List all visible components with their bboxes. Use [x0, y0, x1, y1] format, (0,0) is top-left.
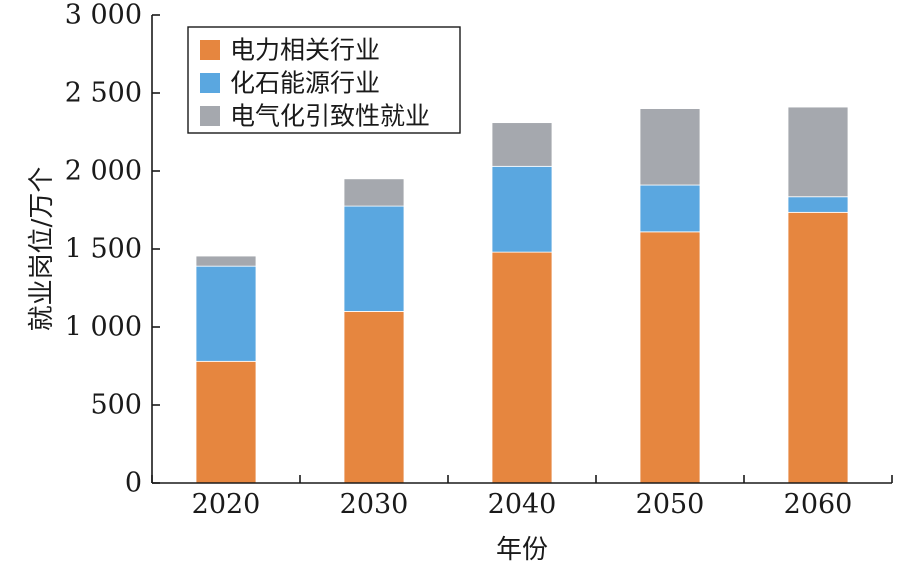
y-tick-label: 2 500 — [65, 78, 142, 109]
y-tick-label: 1 000 — [65, 312, 142, 343]
bar-segment-2020-series-0 — [195, 360, 257, 484]
bar-segment-2040-series-0 — [491, 251, 553, 484]
x-tick-label: 2060 — [784, 489, 853, 520]
bar-segment-2060-series-2 — [787, 106, 849, 198]
x-ticks: 2020 2030 2040 2050 2060 — [151, 475, 893, 520]
bar-segment-2060-series-1 — [787, 196, 849, 213]
bar-segment-2020-series-1 — [195, 265, 257, 362]
bar-segment-2050-series-1 — [639, 184, 701, 233]
legend-swatch — [200, 40, 220, 60]
x-tick-label: 2050 — [636, 489, 705, 520]
x-tick-label: 2030 — [340, 489, 409, 520]
x-tick-label: 2040 — [488, 489, 557, 520]
y-tick-label: 2 000 — [65, 156, 142, 187]
bar-segment-2060-series-0 — [787, 211, 849, 484]
x-axis-title: 年份 — [496, 535, 548, 565]
bar-segment-2050-series-2 — [639, 108, 701, 186]
bar-segment-2020-series-2 — [195, 255, 257, 267]
y-tick-label: 500 — [90, 390, 142, 421]
bar-segment-2040-series-1 — [491, 165, 553, 253]
y-tick-label: 3 000 — [65, 0, 142, 31]
legend-label: 电气化引致性就业 — [230, 102, 430, 131]
bars-layer — [195, 106, 849, 484]
legend-label: 电力相关行业 — [230, 36, 380, 65]
y-tick-label: 0 — [125, 468, 142, 499]
legend-swatch — [200, 73, 220, 93]
bar-segment-2030-series-0 — [343, 310, 405, 484]
bar-segment-2050-series-0 — [639, 231, 701, 484]
bar-segment-2040-series-2 — [491, 122, 553, 167]
y-ticks: 0 500 1 000 1 500 2 000 2 500 3 000 — [65, 0, 160, 499]
legend-box — [187, 26, 461, 134]
y-axis-title: 就业岗位/万个 — [27, 167, 57, 332]
bar-segment-2030-series-1 — [343, 205, 405, 312]
legend-swatch — [200, 106, 220, 126]
x-tick-label: 2020 — [192, 489, 261, 520]
bar-segment-2030-series-2 — [343, 178, 405, 207]
legend-label: 化石能源行业 — [230, 69, 380, 98]
y-tick-label: 1 500 — [65, 234, 142, 265]
